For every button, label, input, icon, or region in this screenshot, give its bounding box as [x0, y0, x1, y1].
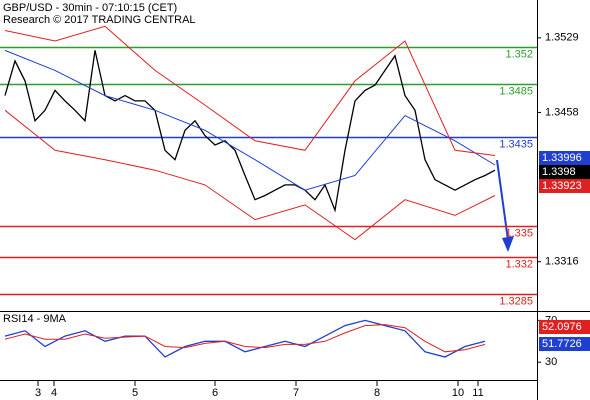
- y-tick-label: 30: [545, 356, 557, 368]
- level-label: 1.3435: [499, 138, 533, 150]
- y-tick-label: 1.3458: [545, 106, 579, 118]
- value-tag: [539, 337, 590, 351]
- x-tick-label: 11: [472, 387, 483, 399]
- forecast-arrow-head: [502, 236, 514, 252]
- value-tag: [539, 165, 590, 179]
- series-line: [4, 319, 486, 358]
- value-tag-label: 1.3398: [542, 166, 576, 178]
- value-tag-label: 52.0976: [542, 321, 582, 333]
- chart-subtitle: Research © 2017 TRADING CENTRAL: [3, 14, 196, 26]
- level-label: 1.332: [505, 258, 533, 270]
- value-tag: [539, 320, 590, 334]
- value-tag-label: 1.33996: [542, 152, 582, 164]
- x-tick-label: 6: [212, 387, 218, 399]
- level-label: 1.3485: [499, 85, 533, 97]
- series-line: [4, 49, 496, 191]
- series-line: [4, 324, 486, 353]
- x-tick-label: 8: [374, 387, 380, 399]
- series-line: [4, 50, 496, 213]
- y-tick-label: 1.3529: [545, 32, 579, 44]
- panel-title: RSI14 - 9MA: [3, 313, 67, 325]
- value-tag-label: 1.33923: [542, 180, 582, 192]
- value-tag: [539, 151, 590, 165]
- value-tag-label: 51.7726: [542, 338, 582, 350]
- level-label: 1.352: [505, 48, 533, 60]
- series-line: [4, 25, 496, 156]
- x-tick-label: 3: [35, 387, 41, 399]
- y-tick-label: 1.3316: [545, 256, 579, 268]
- level-label: 1.3285: [499, 295, 533, 307]
- x-tick-label: 7: [293, 387, 299, 399]
- value-tag: [539, 179, 590, 193]
- chart-title: GBP/USD - 30min - 07:10:15 (CET): [3, 2, 177, 14]
- level-label: 1.335: [505, 227, 533, 239]
- x-tick-label: 4: [51, 387, 57, 399]
- series-line: [4, 109, 496, 241]
- x-tick-label: 5: [132, 387, 138, 399]
- x-tick-label: 10: [452, 387, 464, 399]
